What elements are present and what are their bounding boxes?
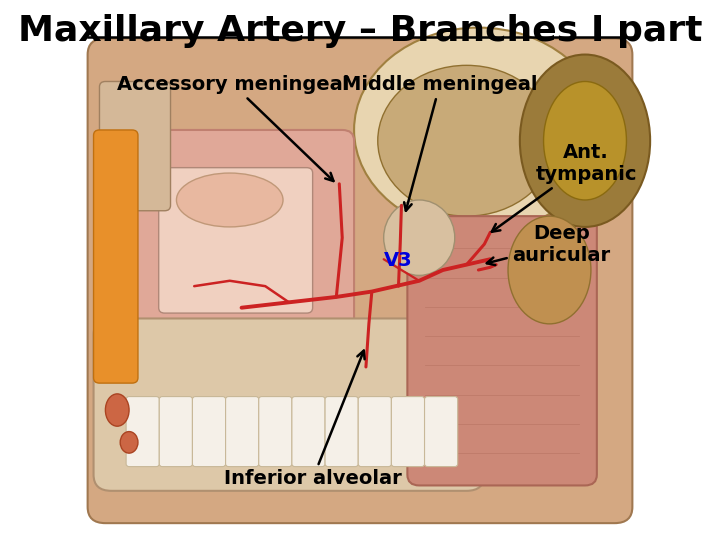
FancyBboxPatch shape — [126, 396, 159, 467]
FancyBboxPatch shape — [292, 396, 325, 467]
Text: Ant.
tympanic: Ant. tympanic — [492, 143, 637, 232]
Ellipse shape — [508, 216, 591, 324]
Ellipse shape — [544, 82, 626, 200]
FancyBboxPatch shape — [225, 396, 258, 467]
Ellipse shape — [105, 394, 129, 426]
FancyBboxPatch shape — [258, 396, 292, 467]
FancyBboxPatch shape — [408, 216, 597, 485]
Text: Middle meningeal: Middle meningeal — [342, 75, 538, 211]
FancyBboxPatch shape — [94, 319, 485, 491]
FancyBboxPatch shape — [192, 396, 225, 467]
FancyBboxPatch shape — [325, 396, 359, 467]
FancyBboxPatch shape — [392, 396, 425, 467]
FancyBboxPatch shape — [94, 130, 138, 383]
Ellipse shape — [120, 431, 138, 453]
FancyBboxPatch shape — [159, 396, 192, 467]
Text: Inferior alveolar: Inferior alveolar — [224, 350, 402, 489]
FancyBboxPatch shape — [129, 130, 354, 335]
Text: Maxillary Artery – Branches I part: Maxillary Artery – Branches I part — [18, 14, 702, 48]
FancyBboxPatch shape — [99, 82, 171, 211]
FancyBboxPatch shape — [425, 396, 458, 467]
Ellipse shape — [378, 65, 555, 216]
FancyBboxPatch shape — [88, 38, 632, 523]
FancyBboxPatch shape — [359, 396, 392, 467]
Ellipse shape — [354, 28, 603, 232]
Text: Accessory meningeal: Accessory meningeal — [117, 75, 349, 181]
Ellipse shape — [176, 173, 283, 227]
Text: Deep
auricular: Deep auricular — [487, 224, 611, 265]
Ellipse shape — [384, 200, 455, 275]
Ellipse shape — [520, 55, 650, 227]
Text: V3: V3 — [384, 251, 413, 270]
FancyBboxPatch shape — [158, 167, 312, 313]
